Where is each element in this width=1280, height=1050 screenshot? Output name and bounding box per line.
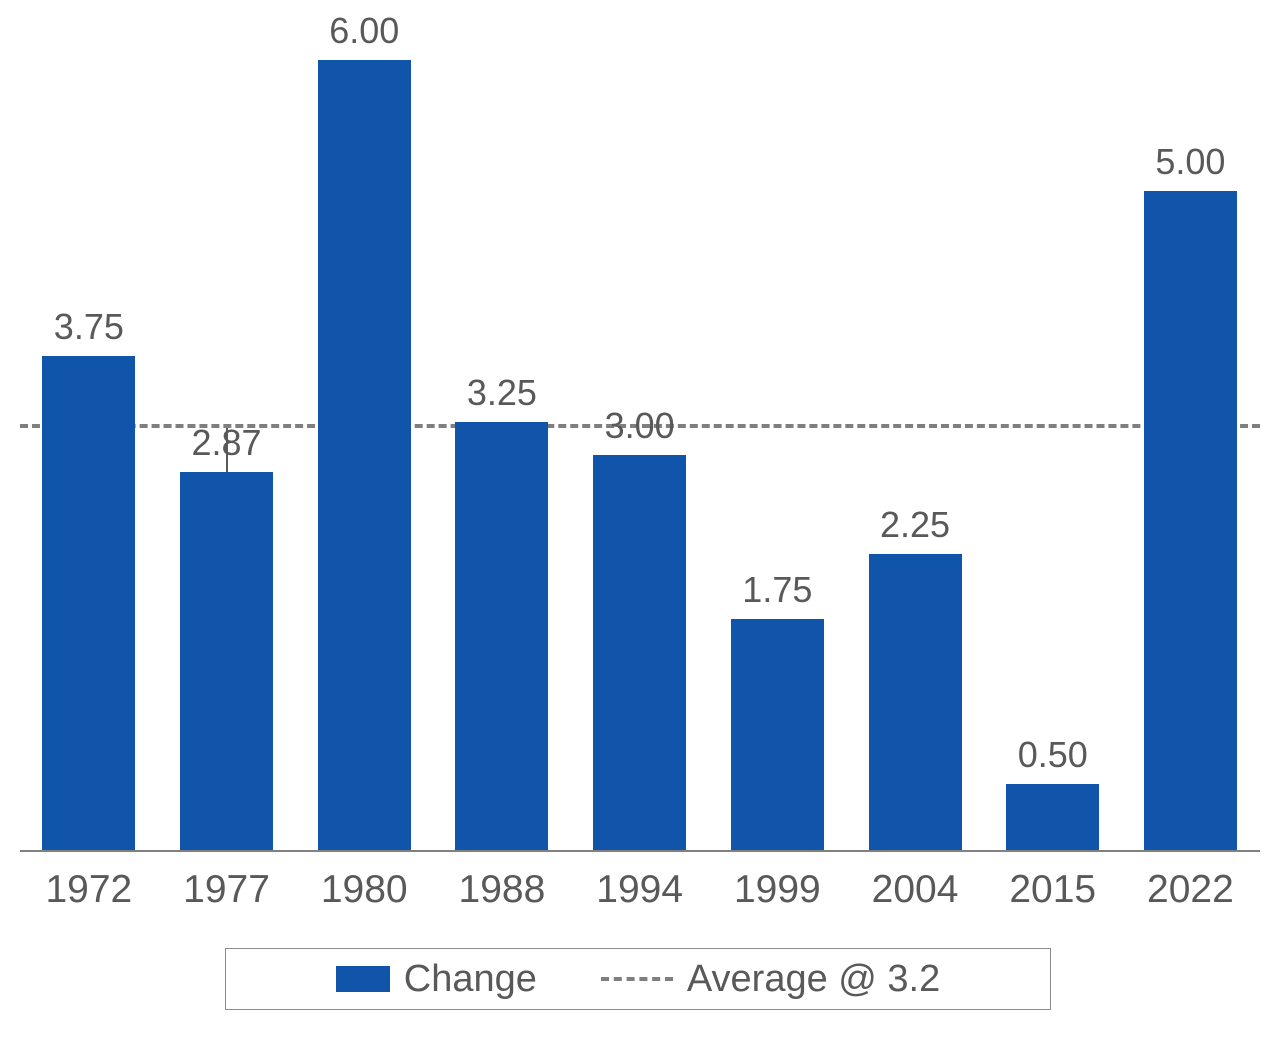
x-axis-label: 1988 <box>433 868 571 912</box>
bar-value-label: 3.75 <box>54 306 124 348</box>
bar <box>1006 784 1099 850</box>
bar-slot: 6.00 <box>295 10 433 850</box>
x-axis-label: 1977 <box>158 868 296 912</box>
bar <box>593 455 686 850</box>
bar-value-label: 3.25 <box>467 372 537 414</box>
legend-label-average: Average @ 3.2 <box>687 958 940 1001</box>
bar-value-label: 5.00 <box>1155 141 1225 183</box>
bar-value-label: 0.50 <box>1018 734 1088 776</box>
bar <box>731 619 824 850</box>
bar-slot: 3.75 <box>20 306 158 850</box>
legend-swatch-dash <box>601 977 673 981</box>
legend-item-average: Average @ 3.2 <box>601 958 940 1001</box>
bar <box>869 554 962 850</box>
bar-slot: 3.25 <box>433 372 571 850</box>
bar <box>318 60 411 850</box>
chart-container: 3.752.876.003.253.001.752.250.505.00 197… <box>20 20 1260 1030</box>
bar-slot: 1.75 <box>709 569 847 850</box>
x-axis-label: 1999 <box>709 868 847 912</box>
x-axis-label: 2015 <box>984 868 1122 912</box>
bar-value-label: 2.25 <box>880 504 950 546</box>
legend: Change Average @ 3.2 <box>225 948 1051 1010</box>
bar-slot: 2.87 <box>158 422 296 850</box>
bar-slot: 5.00 <box>1122 141 1260 850</box>
bar <box>180 472 273 850</box>
bar-value-label: 3.00 <box>605 405 675 447</box>
x-axis-label: 2022 <box>1122 868 1260 912</box>
legend-label-change: Change <box>404 958 537 1001</box>
x-axis <box>20 850 1260 852</box>
plot-area: 3.752.876.003.253.001.752.250.505.00 <box>20 20 1260 850</box>
bar-slot: 0.50 <box>984 734 1122 850</box>
bar-slot: 3.00 <box>571 405 709 850</box>
error-marker <box>226 428 228 471</box>
legend-item-change: Change <box>336 958 537 1001</box>
x-axis-label: 1972 <box>20 868 158 912</box>
bar <box>455 422 548 850</box>
x-axis-label: 2004 <box>846 868 984 912</box>
bar <box>1144 191 1237 850</box>
legend-swatch-bar <box>336 966 390 992</box>
bar <box>42 356 135 850</box>
bar-slot: 2.25 <box>846 504 984 850</box>
x-axis-label: 1994 <box>571 868 709 912</box>
x-axis-labels: 197219771980198819941999200420152022 <box>20 868 1260 918</box>
x-axis-label: 1980 <box>295 868 433 912</box>
bars-region: 3.752.876.003.253.001.752.250.505.00 <box>20 20 1260 850</box>
bar-value-label: 6.00 <box>329 10 399 52</box>
bar-value-label: 1.75 <box>742 569 812 611</box>
